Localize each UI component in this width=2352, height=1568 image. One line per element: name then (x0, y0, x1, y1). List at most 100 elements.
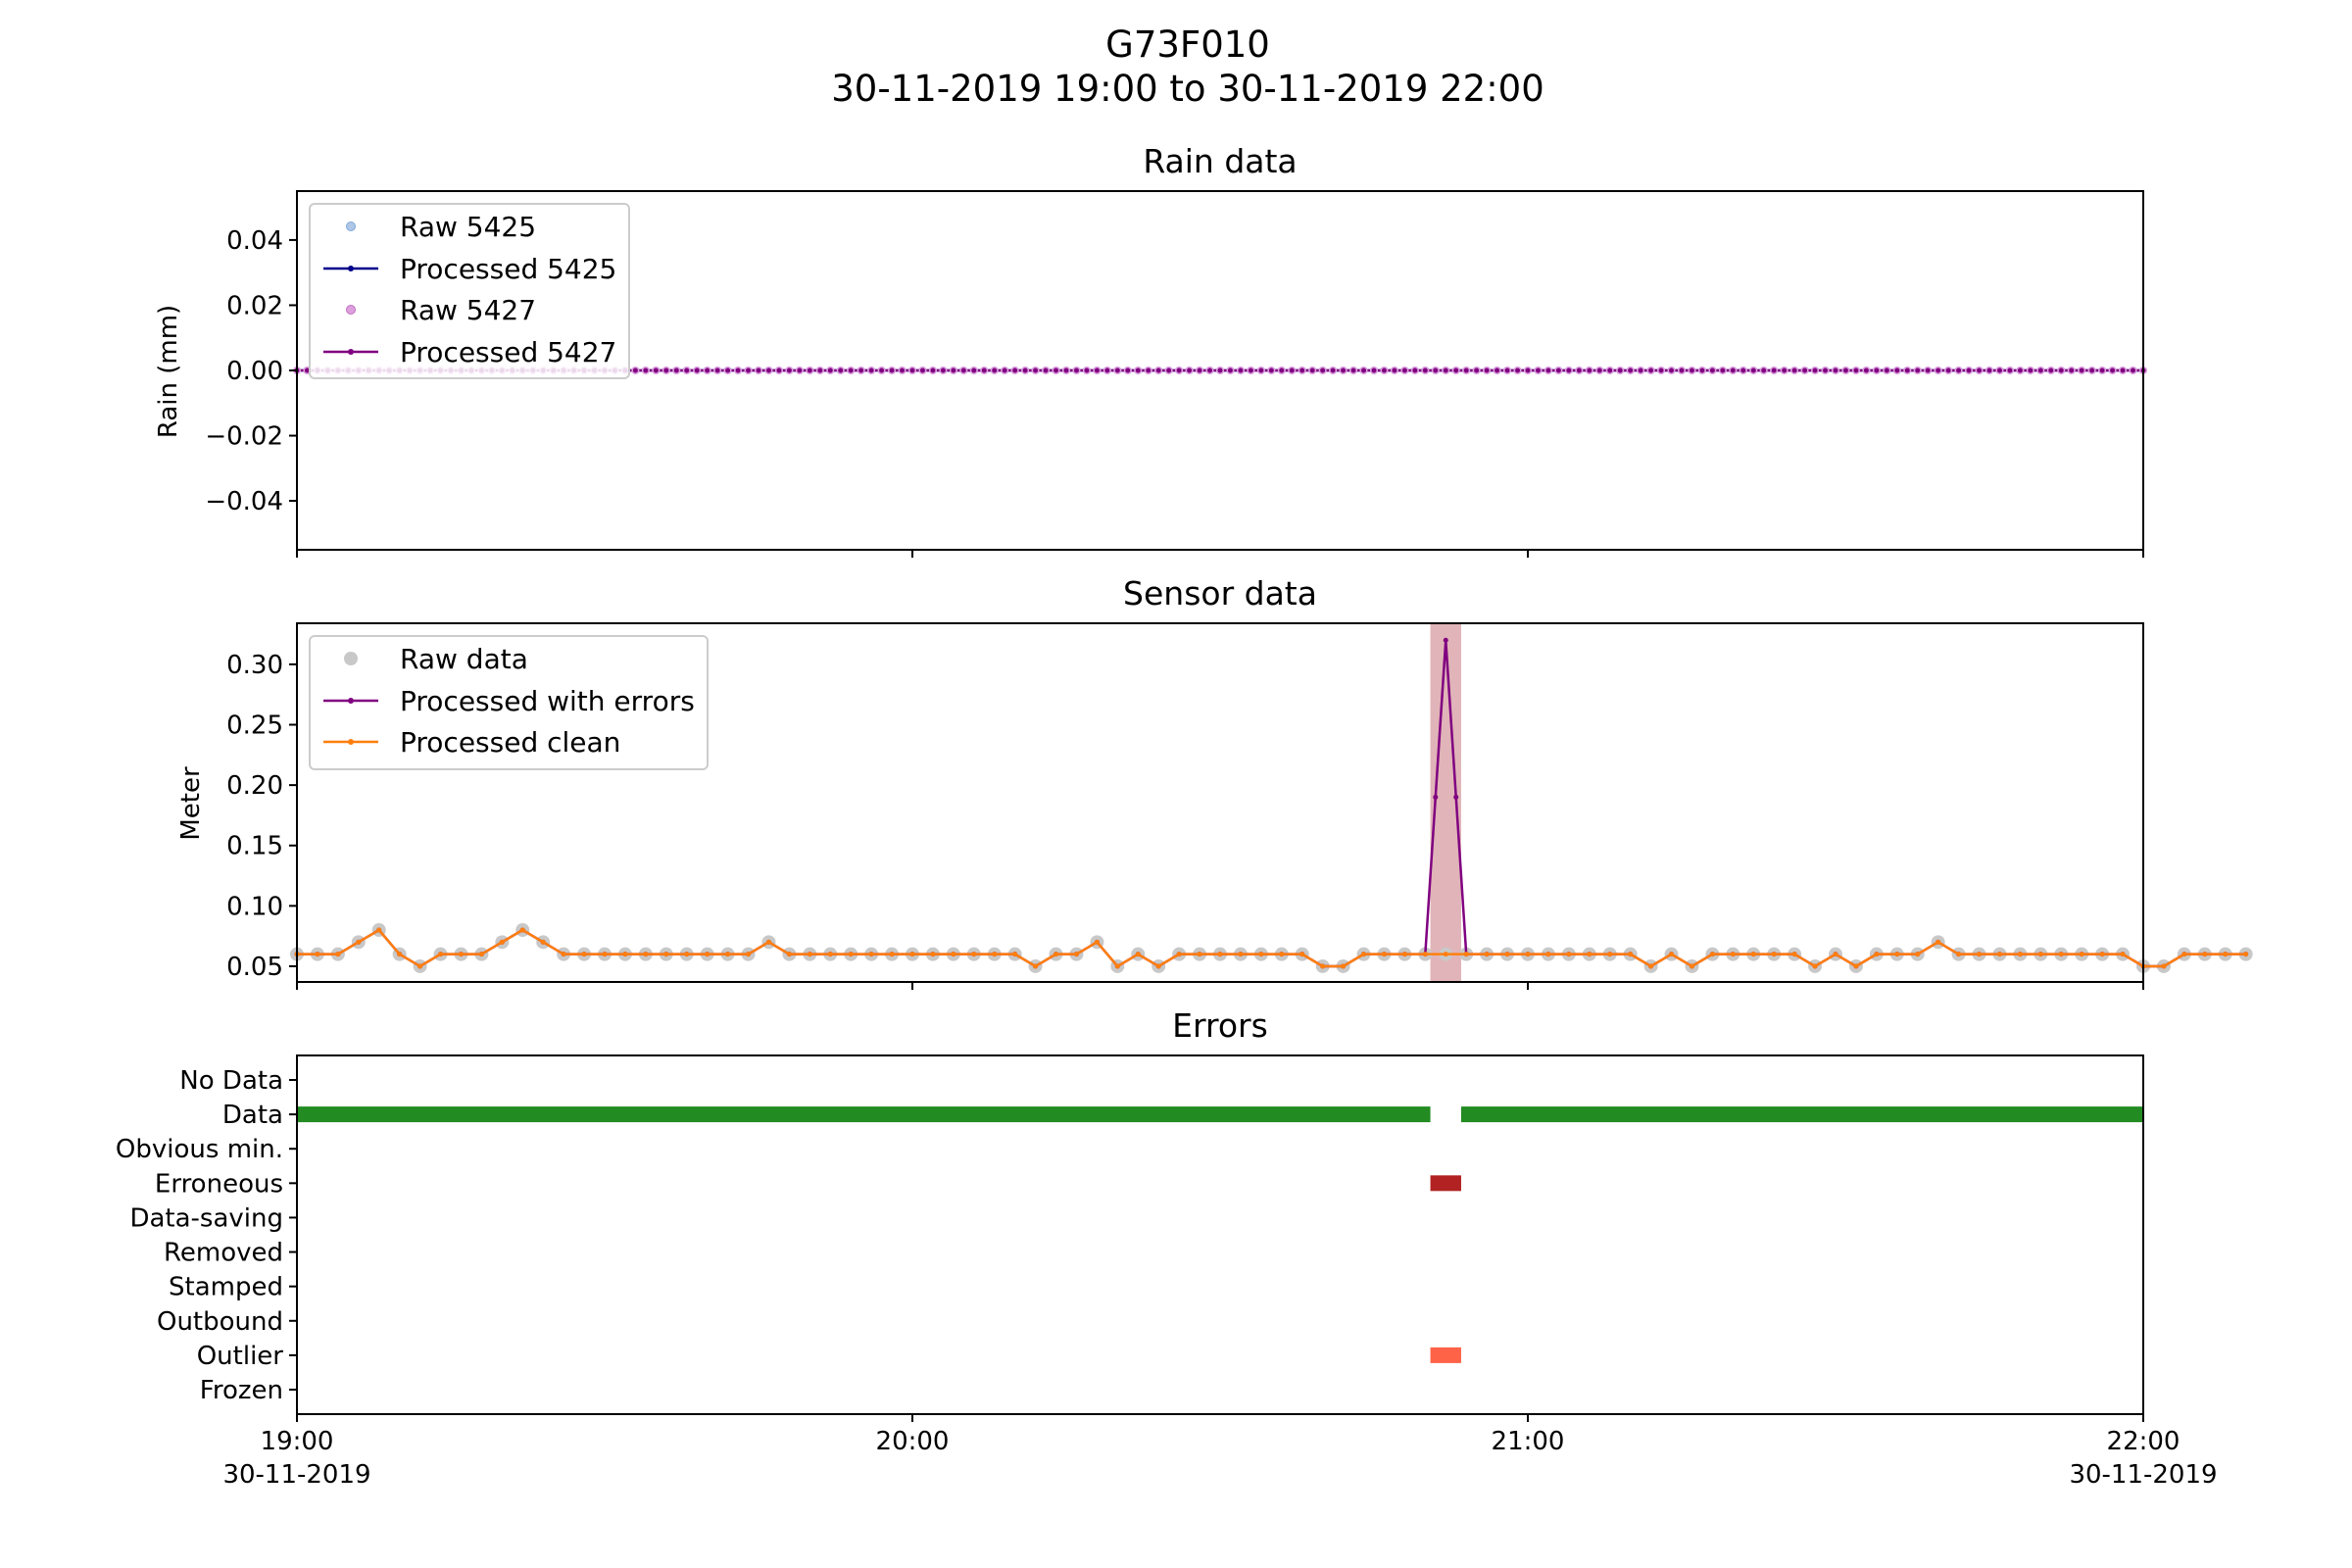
processed-clean-point (478, 952, 484, 957)
rain-point-3 (1401, 368, 1407, 373)
processed-clean-point (356, 939, 362, 945)
x-tick-label: 22:00 (2107, 1427, 2180, 1456)
rain-point-3 (1525, 368, 1531, 373)
rain-point-3 (1197, 368, 1202, 373)
rain-point-3 (725, 368, 731, 373)
legend-marker-raw-data (344, 652, 358, 665)
rain-point-3 (1977, 368, 1983, 373)
rain-point-3 (807, 368, 812, 373)
processed-clean-point (1073, 952, 1079, 957)
rain-point-3 (1443, 368, 1448, 373)
rain-point-3 (1617, 368, 1623, 373)
x-tick-date-label: 30-11-2019 (2069, 1460, 2217, 1490)
rain-point-3 (1022, 368, 1028, 373)
rain-point-3 (1484, 368, 1490, 373)
error-segment-erroneous (1430, 1175, 1461, 1192)
y-tick-label: 0.04 (226, 226, 283, 256)
rain-point-3 (1740, 368, 1746, 373)
rain-point-3 (1412, 368, 1418, 373)
processed-clean-point (1401, 952, 1407, 957)
processed-clean-point (868, 952, 874, 957)
rain-point-3 (776, 368, 782, 373)
legend-marker-processed-with-errors (348, 698, 354, 704)
rain-point-3 (1761, 368, 1767, 373)
y-tick-label: 0.05 (226, 953, 283, 982)
rain-point-3 (673, 368, 679, 373)
rain-y-axis-label: Rain (mm) (154, 305, 183, 438)
rain-point-3 (2017, 368, 2023, 373)
processed-clean-point (458, 952, 464, 957)
processed-clean-point (1607, 952, 1613, 957)
rain-point-3 (1320, 368, 1326, 373)
legend-label-processed-5425: Processed 5425 (400, 253, 616, 285)
sensor-panel-title: Sensor data (1123, 574, 1317, 612)
rain-point-3 (1936, 368, 1941, 373)
x-tick-label: 20:00 (876, 1427, 950, 1456)
rain-point-3 (2099, 368, 2105, 373)
rain-point-3 (1915, 368, 1921, 373)
rain-legend-box (309, 203, 630, 379)
rain-point-3 (1884, 368, 1889, 373)
rain-point-3 (1033, 368, 1039, 373)
processed-clean-point (1217, 952, 1223, 957)
processed-clean-point (2202, 952, 2208, 957)
rain-point-3 (1863, 368, 1869, 373)
processed-clean-point (622, 952, 628, 957)
rain-point-3 (1299, 368, 1305, 373)
processed-clean-point (848, 952, 854, 957)
rain-point-3 (1433, 368, 1439, 373)
rain-point-3 (1268, 368, 1274, 373)
category-label: Removed (164, 1239, 283, 1268)
processed-clean-point (971, 952, 977, 957)
sensor-panel: Sensor data Meter 0.300.250.200.150.100.… (176, 574, 2253, 990)
rain-point-3 (900, 368, 906, 373)
rain-point-3 (1996, 368, 2002, 373)
processed-clean-point (561, 952, 566, 957)
processed-clean-point (705, 952, 710, 957)
legend-label-raw-data: Raw data (400, 643, 528, 675)
processed-clean-point (951, 952, 956, 957)
processed-clean-point (1504, 952, 1510, 957)
rain-point-3 (1073, 368, 1079, 373)
error-segment-data (297, 1106, 1431, 1123)
x-tick-label: 21:00 (1492, 1427, 1565, 1456)
processed-clean-point (1258, 952, 1264, 957)
rain-point-3 (1330, 368, 1336, 373)
processed-clean-point (315, 952, 320, 957)
processed-clean-point (643, 952, 649, 957)
rain-panel: Rain data Rain (mm) 0.04 0.02 0.00 −0.02 −0.… (154, 142, 2147, 558)
rain-point-3 (930, 368, 936, 373)
rain-point-3 (1054, 368, 1059, 373)
rain-point-3 (960, 368, 966, 373)
processed-clean-point (1381, 952, 1387, 957)
rain-point-3 (1986, 368, 1992, 373)
rain-point-3 (2058, 368, 2064, 373)
rain-point-3 (632, 368, 638, 373)
processed-clean-point (827, 952, 833, 957)
rain-point-3 (2120, 368, 2126, 373)
rain-point-3 (1104, 368, 1110, 373)
rain-point-3 (951, 368, 956, 373)
rain-point-3 (1587, 368, 1592, 373)
rain-point-3 (1494, 368, 1500, 373)
processed-clean-point (499, 939, 505, 945)
rain-point-3 (2110, 368, 2116, 373)
processed-clean-point (746, 952, 752, 957)
rain-point-3 (1474, 368, 1480, 373)
errors-plot-frame (296, 1054, 2144, 1415)
processed-clean-point (1299, 952, 1305, 957)
rain-point-3 (1802, 368, 1808, 373)
rain-point-3 (1463, 368, 1469, 373)
legend-label-raw-5425: Raw 5425 (400, 211, 536, 243)
rain-point-3 (2079, 368, 2084, 373)
rain-point-3 (1176, 368, 1182, 373)
rain-y-ticks: 0.04 0.02 0.00 −0.02 −0.04 (205, 226, 297, 516)
rain-point-3 (1945, 368, 1951, 373)
processed-clean-point (1114, 963, 1120, 969)
sensor-plot-frame (296, 622, 2144, 983)
rain-point-3 (1750, 368, 1756, 373)
rain-point-3 (1279, 368, 1285, 373)
legend-marker-processed-5425 (348, 266, 354, 271)
errors-panel: Errors No Data Data Obvious min. Erroneous D… (116, 1006, 2218, 1490)
